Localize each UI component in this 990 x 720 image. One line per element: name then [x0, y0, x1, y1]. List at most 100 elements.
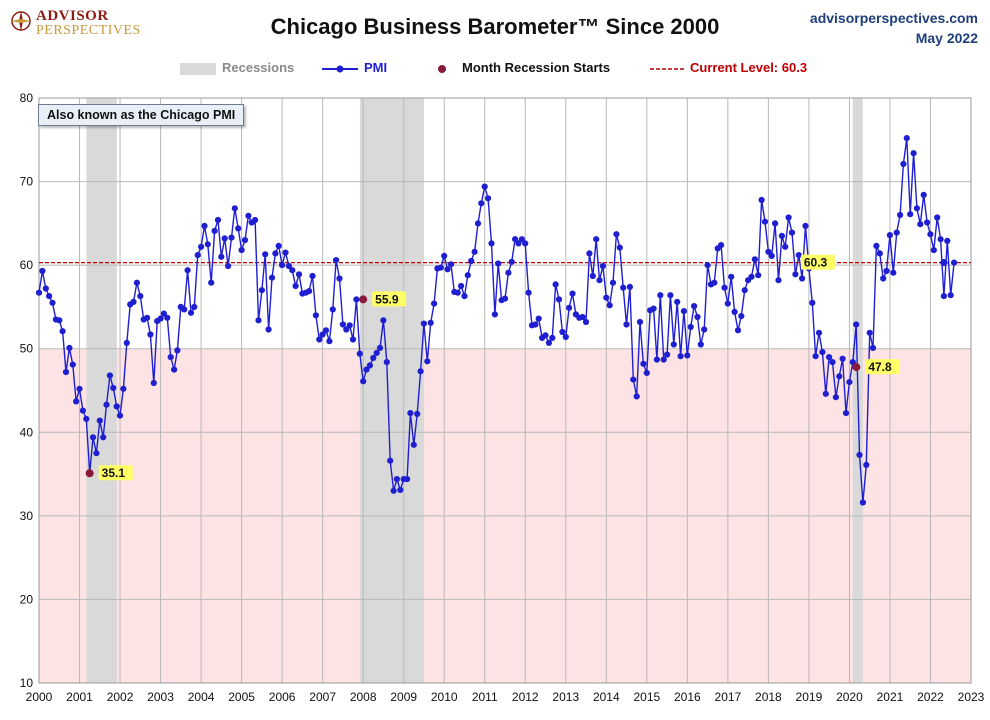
- data-label-box: [865, 359, 900, 375]
- pmi-point: [876, 250, 883, 257]
- x-tick-label: 2017: [715, 690, 742, 704]
- source-site: advisorperspectives.com: [809, 10, 978, 26]
- pmi-point: [636, 318, 644, 326]
- pmi-point: [782, 243, 789, 250]
- pmi-point: [255, 317, 262, 324]
- pmi-point: [711, 279, 718, 286]
- pmi-point: [474, 220, 482, 227]
- pmi-point: [174, 347, 181, 354]
- pmi-point: [279, 262, 286, 269]
- pmi-point: [461, 293, 468, 300]
- pmi-point: [424, 358, 431, 365]
- pmi-point: [35, 289, 43, 296]
- pmi-point: [728, 273, 735, 280]
- pmi-point: [62, 369, 70, 376]
- pmi-point: [336, 275, 343, 282]
- pmi-point: [640, 360, 647, 367]
- pmi-point: [427, 319, 434, 326]
- pmi-point: [225, 262, 232, 270]
- pmi-point: [768, 252, 775, 259]
- pmi-point: [454, 289, 461, 296]
- pmi-point: [471, 248, 478, 255]
- pmi-point: [927, 231, 934, 238]
- pmi-point: [272, 250, 279, 257]
- pmi-point: [907, 211, 914, 218]
- pmi-point: [582, 318, 590, 326]
- pmi-point: [913, 205, 921, 212]
- pmi-point: [360, 378, 367, 385]
- pmi-point: [160, 310, 167, 317]
- pmi-point: [542, 332, 549, 339]
- legend-label-current-level: Current Level: 60.3: [690, 60, 808, 75]
- pmi-point: [653, 356, 661, 363]
- pmi-point: [738, 313, 745, 320]
- pmi-point: [829, 359, 836, 366]
- pmi-point: [245, 212, 252, 219]
- pmi-point: [694, 313, 701, 321]
- x-tick-label: 2000: [26, 690, 53, 704]
- pmi-point: [552, 281, 559, 288]
- legend-label-pmi: PMI: [364, 60, 388, 75]
- advisor-perspectives-logo: ADVISOR PERSPECTIVES: [8, 6, 158, 40]
- pmi-point: [704, 262, 711, 269]
- pmi-point: [586, 250, 593, 257]
- pmi-point: [49, 299, 56, 306]
- recession-start-marker: [85, 469, 94, 478]
- pmi-point: [522, 240, 529, 247]
- pmi-point: [390, 487, 397, 494]
- pmi-point: [822, 390, 829, 397]
- pmi-point: [376, 344, 384, 351]
- pmi-point: [144, 314, 151, 321]
- y-tick-label: 20: [20, 592, 34, 606]
- x-tick-label: 2020: [836, 690, 863, 704]
- pmi-point: [664, 351, 671, 358]
- pmi-point: [832, 394, 840, 401]
- pmi-point: [89, 434, 97, 441]
- pmi-point: [633, 393, 640, 400]
- pmi-point: [819, 349, 826, 356]
- pmi-point: [772, 220, 779, 227]
- pmi-point: [120, 385, 127, 392]
- pmi-point: [508, 258, 515, 265]
- pmi-point: [76, 385, 83, 392]
- pmi-point: [758, 196, 765, 204]
- pmi-point: [46, 293, 53, 300]
- pmi-point: [130, 298, 137, 305]
- pmi-point: [856, 451, 863, 458]
- pmi-point: [761, 218, 769, 225]
- x-tick-label: 2001: [66, 690, 93, 704]
- x-tick-label: 2002: [107, 690, 134, 704]
- x-tick-label: 2007: [309, 690, 336, 704]
- pmi-point: [859, 499, 867, 506]
- pmi-point: [458, 282, 465, 290]
- pmi-point: [150, 379, 157, 387]
- pmi-point: [171, 366, 178, 373]
- x-tick-label: 2006: [269, 690, 296, 704]
- x-tick-label: 2009: [390, 690, 417, 704]
- pmi-point: [69, 361, 76, 368]
- pmi-point: [407, 410, 414, 417]
- pmi-point: [751, 256, 759, 263]
- data-label: 55.9: [375, 292, 399, 306]
- pmi-point: [643, 369, 650, 376]
- pmi-point: [687, 323, 694, 331]
- pmi-point: [194, 252, 201, 259]
- pmi-point: [366, 362, 373, 369]
- pmi-point: [724, 300, 731, 307]
- pmi-point: [788, 229, 796, 236]
- pmi-point: [191, 303, 198, 310]
- pmi-point: [721, 284, 728, 291]
- pmi-point: [846, 379, 853, 386]
- pmi-point: [123, 339, 130, 346]
- pmi-point: [431, 300, 438, 307]
- pmi-point: [56, 317, 63, 324]
- pmi-point: [110, 384, 117, 392]
- pmi-point: [208, 279, 215, 286]
- pmi-point: [491, 311, 498, 318]
- data-label-box: [372, 291, 407, 307]
- pmi-point: [620, 284, 627, 291]
- pmi-point: [903, 135, 910, 142]
- pmi-point: [312, 312, 319, 319]
- pmi-point: [873, 242, 880, 249]
